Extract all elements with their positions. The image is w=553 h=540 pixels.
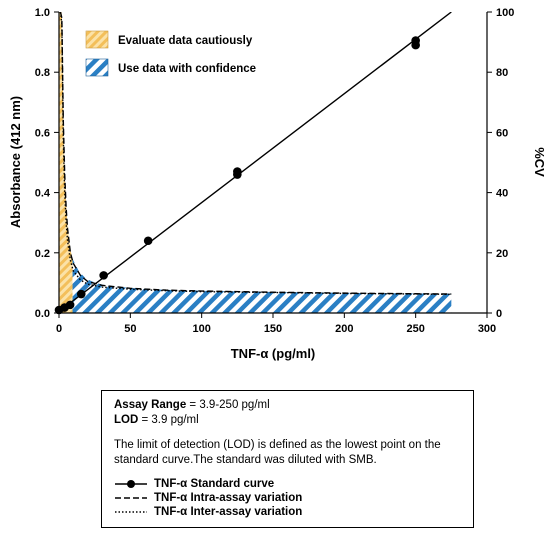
legend-standard-curve-swatch bbox=[115, 480, 147, 488]
y-left-tick-label: 0.0 bbox=[35, 308, 50, 320]
y-left-tick-label: 0.6 bbox=[35, 127, 50, 139]
y-right-tick-label: 0 bbox=[496, 308, 502, 320]
standard-point bbox=[143, 236, 153, 246]
x-tick-label: 50 bbox=[124, 323, 136, 335]
x-tick-label: 300 bbox=[478, 323, 496, 335]
legend-inter-assay-swatch bbox=[115, 511, 147, 513]
y-left-tick-label: 0.2 bbox=[35, 248, 50, 260]
y-left-tick-label: 0.4 bbox=[35, 188, 51, 200]
x-axis-title: TNF-α (pg/ml) bbox=[231, 346, 316, 361]
legend-intra-assay-label: TNF-α Intra-assay variation bbox=[154, 491, 303, 504]
band-legend: Evaluate data cautiously Use data with c… bbox=[85, 30, 256, 77]
lod-note: The limit of detection (LOD) is defined … bbox=[114, 439, 441, 466]
tick-layer: 0 50 100 150 200 250 300 0.0 0.2 0.4 0.6 0.8 1.0 0 20 4… bbox=[35, 7, 515, 335]
band-legend-confidence-swatch bbox=[85, 58, 109, 77]
y-right-tick-label: 80 bbox=[496, 67, 508, 79]
assay-info-box: Assay Range = 3.9-250 pg/ml LOD = 3.9 pg… bbox=[101, 390, 474, 528]
y-left-axis-title: Absorbance (412 nm) bbox=[8, 96, 23, 228]
lod-line: LOD = 3.9 pg/ml bbox=[114, 413, 461, 428]
legend-item-standard-curve: TNF-α Standard curve bbox=[114, 477, 461, 491]
y-right-axis-title: %CV bbox=[532, 147, 547, 177]
x-tick-label: 0 bbox=[56, 323, 62, 335]
standard-point bbox=[76, 289, 86, 299]
y-left-tick-label: 0.8 bbox=[35, 67, 50, 79]
line-layer bbox=[59, 12, 452, 313]
assay-range-label: Assay Range bbox=[114, 399, 187, 411]
standard-point bbox=[99, 271, 108, 280]
y-right-tick-label: 20 bbox=[496, 248, 508, 260]
legend-standard-curve-label: TNF-α Standard curve bbox=[154, 477, 275, 490]
legend-inter-assay-label: TNF-α Inter-assay variation bbox=[154, 505, 303, 518]
standard-point bbox=[65, 300, 75, 310]
band-legend-confidence-label: Use data with confidence bbox=[118, 63, 256, 75]
x-tick-label: 150 bbox=[264, 323, 282, 335]
x-tick-label: 200 bbox=[335, 323, 353, 335]
inter-assay-line bbox=[59, 12, 452, 296]
y-left-tick-label: 1.0 bbox=[35, 7, 50, 19]
chart: 0 50 100 150 200 250 300 0.0 0.2 0.4 0.6 0.8 1.0 0 20 4… bbox=[8, 7, 547, 361]
intra-assay-line bbox=[59, 12, 452, 295]
legend-intra-assay-swatch bbox=[115, 497, 147, 499]
band-legend-caution-swatch bbox=[85, 30, 109, 49]
assay-range-value: = 3.9-250 pg/ml bbox=[186, 399, 270, 411]
standard-curve-line bbox=[59, 12, 452, 313]
standard-point bbox=[233, 167, 242, 176]
lod-value: = 3.9 pg/ml bbox=[138, 414, 199, 426]
x-tick-label: 250 bbox=[406, 323, 424, 335]
band-legend-caution-label: Evaluate data cautiously bbox=[118, 35, 253, 47]
y-right-tick-label: 60 bbox=[496, 127, 508, 139]
standard-point bbox=[411, 36, 420, 45]
caution-band bbox=[59, 12, 73, 313]
legend-item-intra-assay: TNF-α Intra-assay variation bbox=[114, 491, 461, 505]
x-tick-label: 100 bbox=[192, 323, 210, 335]
legend-item-inter-assay: TNF-α Inter-assay variation bbox=[114, 505, 461, 519]
confidence-band bbox=[72, 258, 452, 313]
series-legend: TNF-α Standard curve TNF-α Intra-assay v… bbox=[114, 477, 461, 519]
y-right-tick-label: 100 bbox=[496, 7, 514, 19]
lod-label: LOD bbox=[114, 414, 139, 426]
point-layer bbox=[54, 36, 420, 315]
y-right-tick-label: 40 bbox=[496, 188, 508, 200]
assay-range-line: Assay Range = 3.9-250 pg/ml bbox=[114, 398, 461, 413]
